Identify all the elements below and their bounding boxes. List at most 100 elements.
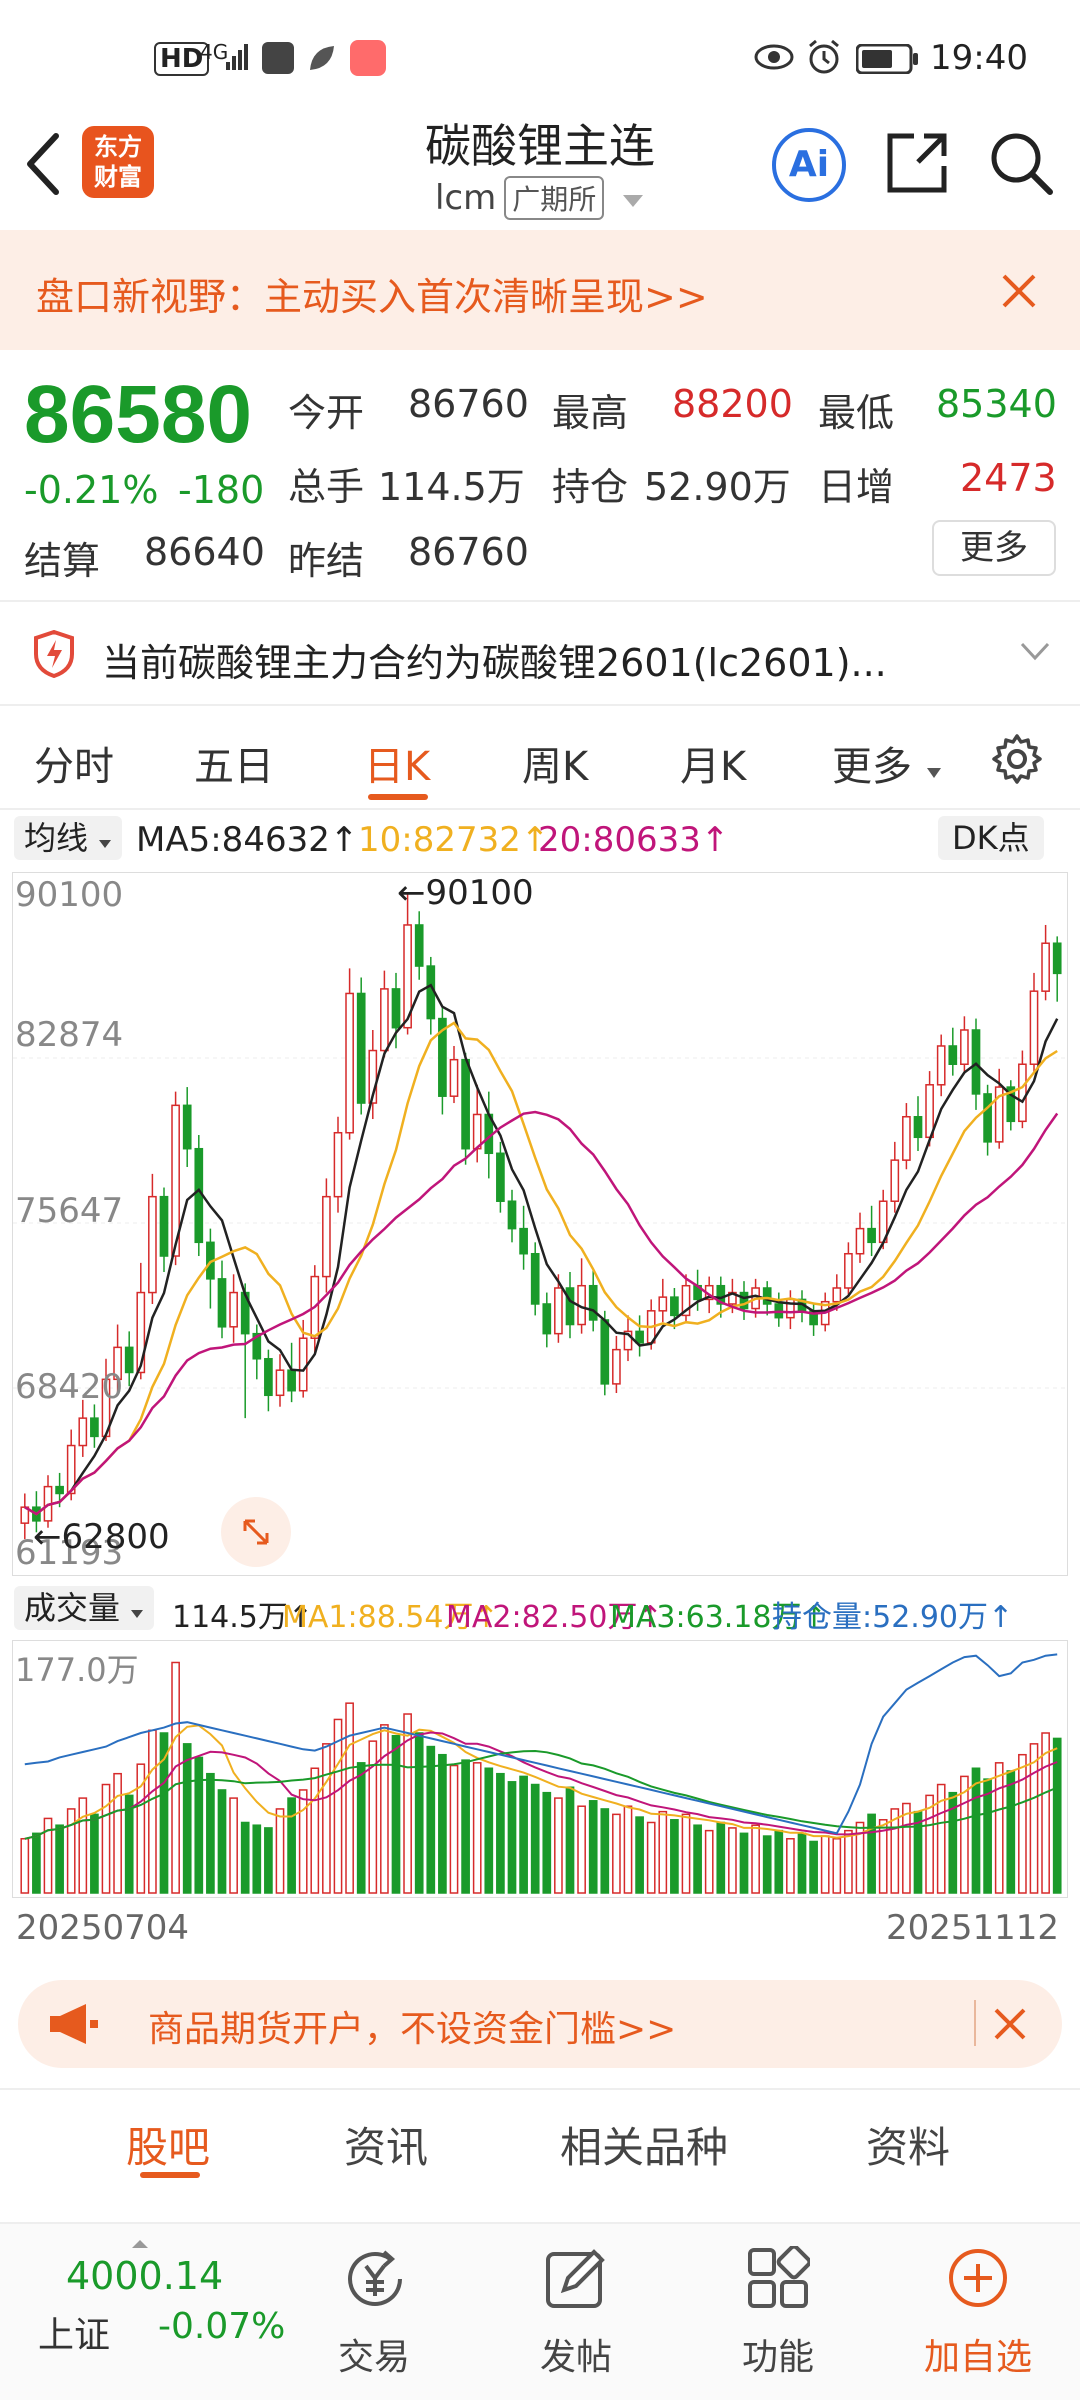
search-icon[interactable] (988, 130, 1054, 200)
close-icon[interactable] (992, 2006, 1028, 2046)
candle (20, 1506, 30, 1524)
volume-bar (681, 1813, 691, 1894)
candle (890, 1159, 900, 1202)
tab-guba[interactable]: 股吧 (126, 2123, 211, 2172)
volume-bar (600, 1808, 610, 1894)
promo-banner[interactable]: 盘口新视野：主动买入首次清晰呈现>> (0, 230, 1080, 350)
nav-function-label[interactable]: 功能 (741, 2337, 814, 2378)
main-contract-notice[interactable]: 当前碳酸锂主力合约为碳酸锂2601(lc2601)... (0, 610, 1080, 700)
trade-icon[interactable] (342, 2246, 408, 2316)
volume-bar (739, 1832, 749, 1894)
candle (762, 1287, 772, 1305)
candle (902, 1116, 911, 1161)
function-grid-icon[interactable] (746, 2244, 812, 2314)
account-open-banner[interactable]: 商品期货开户，不设资金门槛>> (18, 1980, 1062, 2068)
eye-icon (754, 42, 794, 76)
close-icon[interactable] (1000, 272, 1038, 314)
vol-ma1-line (24, 1724, 1058, 1840)
tab-profile[interactable]: 资料 (866, 2123, 951, 2172)
tab-intraday[interactable]: 分时 (34, 744, 114, 790)
share-icon[interactable] (884, 130, 950, 200)
volume-bar (577, 1805, 586, 1894)
ma-selector[interactable]: 均线 (14, 816, 123, 860)
candle (356, 992, 366, 1104)
candle (1041, 942, 1050, 992)
candle (333, 1131, 343, 1198)
back-icon[interactable] (22, 132, 62, 200)
page-title: 碳酸锂主连 (425, 119, 655, 173)
candle (496, 1152, 505, 1202)
nav-add-label[interactable]: 加自选 (923, 2337, 1032, 2378)
candle (461, 1058, 470, 1150)
kline-chart[interactable]: 90100 82874 75647 68420 61193 ←90100 ←62… (12, 872, 1068, 1576)
candle (55, 1485, 64, 1495)
volume-bar (867, 1813, 876, 1894)
volume-bar (449, 1764, 459, 1894)
volume-bar (809, 1840, 818, 1894)
volume-bar (948, 1791, 958, 1894)
eastmoney-logo[interactable]: 东方 财富 (82, 126, 154, 198)
contract-subtitle[interactable]: lcm 广期所 (0, 176, 1080, 220)
tab-daily-k[interactable]: 日K (364, 744, 431, 790)
candle (635, 1330, 644, 1344)
volume-bar (345, 1702, 354, 1894)
candle (124, 1346, 134, 1374)
volume-bar (124, 1794, 134, 1894)
nav-post-label[interactable]: 发帖 (539, 2337, 612, 2378)
candle (554, 1287, 563, 1335)
volume-bar (136, 1763, 146, 1894)
volume-bar (461, 1759, 470, 1894)
ai-button[interactable]: Ai (772, 128, 846, 202)
high-value: 88200 (672, 382, 793, 426)
tab-news[interactable]: 资讯 (344, 2123, 429, 2172)
candle (113, 1346, 122, 1381)
dk-point-button[interactable]: DK点 (938, 816, 1044, 860)
volume-bar (983, 1778, 992, 1894)
active-tab-indicator (140, 2172, 200, 2178)
start-date-label: 20250704 (16, 1908, 190, 1948)
prev-settle-value: 86760 (408, 530, 529, 574)
index-value[interactable]: 4000.14 (66, 2254, 224, 2298)
status-time: 19:40 (930, 38, 1028, 78)
volume-bar (751, 1824, 760, 1894)
volume-bar (623, 1805, 633, 1894)
notice-text: 当前碳酸锂主力合约为碳酸锂2601(lc2601)... (102, 641, 887, 685)
expand-icon[interactable] (221, 1497, 291, 1567)
candle (844, 1252, 853, 1289)
candle (287, 1369, 296, 1392)
candle (507, 1200, 517, 1230)
candle (1018, 1063, 1027, 1123)
candle (1006, 1086, 1016, 1123)
volume-bar (902, 1802, 911, 1894)
volume-selector[interactable]: 成交量 (14, 1586, 155, 1630)
tab-monthly-k[interactable]: 月K (680, 744, 747, 790)
tab-more[interactable]: 更多 (832, 734, 943, 792)
more-quote-button[interactable]: 更多 (932, 520, 1056, 576)
ma-legend-row: 均线 MA5:84632↑ 10:82732↑ 20:80633↑ DK点 (0, 816, 1080, 864)
tab-five-day[interactable]: 五日 (194, 744, 274, 790)
add-watchlist-icon[interactable] (946, 2246, 1010, 2314)
nav-trade-label[interactable]: 交易 (337, 2337, 410, 2378)
ma-selector-label: 均线 (24, 819, 89, 857)
post-icon[interactable] (544, 2246, 608, 2314)
tab-weekly-k[interactable]: 周K (522, 744, 589, 790)
candle (855, 1227, 865, 1255)
settings-gear-icon[interactable] (990, 732, 1044, 790)
candle (913, 1116, 923, 1139)
candle (438, 1017, 447, 1097)
volume-bar (635, 1816, 644, 1894)
volume-bar (565, 1786, 575, 1894)
network-type: 4G (200, 40, 229, 64)
app-notification-icon (262, 42, 294, 74)
volume-bar (310, 1767, 320, 1894)
volume-bar (786, 1838, 795, 1894)
volume-chart[interactable]: 177.0万 (12, 1640, 1068, 1898)
open-value: 86760 (408, 382, 529, 426)
candle (565, 1287, 575, 1326)
header: 东方 财富 碳酸锂主连 lcm 广期所 Ai (0, 110, 1080, 230)
volume-bar (530, 1783, 540, 1894)
tab-related[interactable]: 相关品种 (560, 2123, 729, 2172)
volume-bar (217, 1789, 227, 1894)
candle (78, 1417, 88, 1447)
chevron-down-icon[interactable] (1020, 642, 1050, 666)
